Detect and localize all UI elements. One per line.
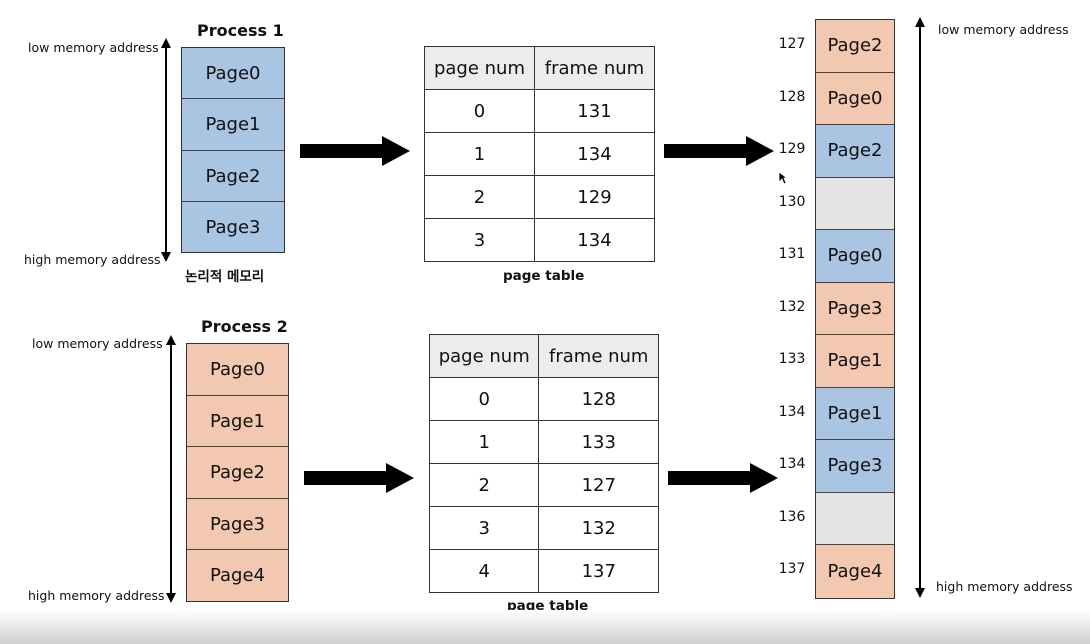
table-cell: 129	[533, 175, 656, 219]
physical-frame	[816, 177, 894, 230]
p2-page-4: Page4	[187, 550, 288, 601]
physical-frame: Page0	[816, 230, 894, 283]
p1-page-3: Page3	[182, 202, 284, 252]
p2-arrow-to-physical-icon	[668, 463, 778, 493]
frame-number-label: 130	[778, 193, 806, 210]
p2-address-arrow-down-icon	[166, 593, 176, 603]
physical-frame: Page0	[816, 72, 894, 125]
table-cell: 134	[533, 132, 656, 176]
phys-high-address-label: high memory address	[936, 579, 1073, 594]
p2-low-address-label: low memory address	[32, 336, 163, 351]
p1-arrow-to-physical-icon	[664, 136, 774, 166]
p1-arrow-to-table-icon	[300, 136, 410, 166]
frame-number-label: 137	[778, 561, 806, 578]
phys-low-address-label: low memory address	[938, 22, 1069, 37]
process2-title: Process 2	[201, 317, 288, 336]
p2-logical-memory: Page0 Page1 Page2 Page3 Page4	[186, 343, 289, 602]
frame-number-label: 136	[778, 508, 806, 525]
physical-frame: Page1	[816, 387, 894, 440]
phys-address-arrow-up-icon	[915, 17, 925, 27]
table-cell: 127	[538, 463, 659, 507]
phys-address-arrow-line	[919, 26, 921, 588]
frame-number-label: 132	[778, 298, 806, 315]
physical-frame: Page4	[816, 545, 894, 598]
table-row: 0 131	[424, 89, 656, 133]
table-cell: 1	[428, 420, 540, 464]
p1-table-header-page: page num	[424, 46, 535, 90]
p2-page-table: page num frame num 0 128 1 133 2 127 3 1…	[428, 334, 659, 593]
p2-address-arrow-line	[170, 343, 172, 593]
table-cell: 3	[424, 218, 535, 262]
physical-frame	[816, 492, 894, 545]
frame-number-label: 133	[778, 351, 806, 368]
physical-memory: Page2 Page0 Page2 Page0 Page3 Page1 Page1 Page3…	[815, 19, 895, 599]
p2-table-header-frame: frame num	[538, 334, 659, 378]
p1-table-header-frame: frame num	[533, 46, 656, 90]
physical-frame: Page3	[816, 282, 894, 335]
table-cell: 3	[428, 506, 540, 550]
table-row: 3 134	[424, 218, 656, 262]
p1-page-2: Page2	[182, 151, 284, 202]
p1-address-arrow-up-icon	[161, 38, 171, 48]
bottom-shade	[0, 610, 1090, 644]
table-cell: 133	[538, 420, 659, 464]
table-row: 2 127	[428, 463, 659, 507]
p2-table-header-page: page num	[428, 334, 540, 378]
table-row: 4 137	[428, 549, 659, 593]
table-cell: 134	[533, 218, 656, 262]
physical-frame: Page2	[816, 125, 894, 178]
table-row: 2 129	[424, 175, 656, 219]
p1-table-caption: page table	[503, 268, 585, 284]
p1-page-0: Page0	[182, 48, 284, 99]
p2-page-0: Page0	[187, 344, 288, 396]
table-row: 1 133	[428, 420, 659, 464]
physical-frame: Page3	[816, 440, 894, 493]
table-cell: 137	[538, 549, 659, 593]
p1-low-address-label: low memory address	[28, 40, 159, 55]
physical-frame: Page2	[816, 20, 894, 73]
table-cell: 2	[424, 175, 535, 219]
frame-number-label: 134	[778, 403, 806, 420]
physical-frame: Page1	[816, 335, 894, 388]
p1-page-table: page num frame num 0 131 1 134 2 129 3 1…	[424, 46, 656, 262]
table-cell: 2	[428, 463, 540, 507]
table-cell: 132	[538, 506, 659, 550]
table-row: 3 132	[428, 506, 659, 550]
frame-number-label: 127	[778, 36, 806, 53]
p1-address-arrow-line	[165, 46, 167, 252]
p2-page-2: Page2	[187, 447, 288, 499]
p2-address-arrow-up-icon	[166, 335, 176, 345]
table-cell: 131	[533, 89, 656, 133]
table-row: 1 134	[424, 132, 656, 176]
table-cell: 4	[428, 549, 540, 593]
table-row: 0 128	[428, 377, 659, 421]
p2-arrow-to-table-icon	[304, 463, 414, 493]
table-cell: 128	[538, 377, 659, 421]
frame-number-label: 134	[778, 456, 806, 473]
process1-title: Process 1	[197, 21, 284, 40]
p2-page-1: Page1	[187, 396, 288, 447]
frame-number-label: 129	[778, 141, 806, 158]
frame-number-label: 131	[778, 246, 806, 263]
p1-logical-memory: Page0 Page1 Page2 Page3	[181, 47, 285, 253]
table-cell: 0	[428, 377, 540, 421]
p1-logical-caption: 논리적 메모리	[185, 269, 265, 285]
p1-address-arrow-down-icon	[161, 252, 171, 262]
table-cell: 0	[424, 89, 535, 133]
p2-page-3: Page3	[187, 499, 288, 550]
p2-high-address-label: high memory address	[28, 588, 165, 603]
mouse-cursor-icon	[778, 171, 788, 185]
p1-page-1: Page1	[182, 99, 284, 151]
frame-number-label: 128	[778, 88, 806, 105]
table-cell: 1	[424, 132, 535, 176]
p1-high-address-label: high memory address	[24, 252, 161, 267]
phys-address-arrow-down-icon	[915, 588, 925, 598]
